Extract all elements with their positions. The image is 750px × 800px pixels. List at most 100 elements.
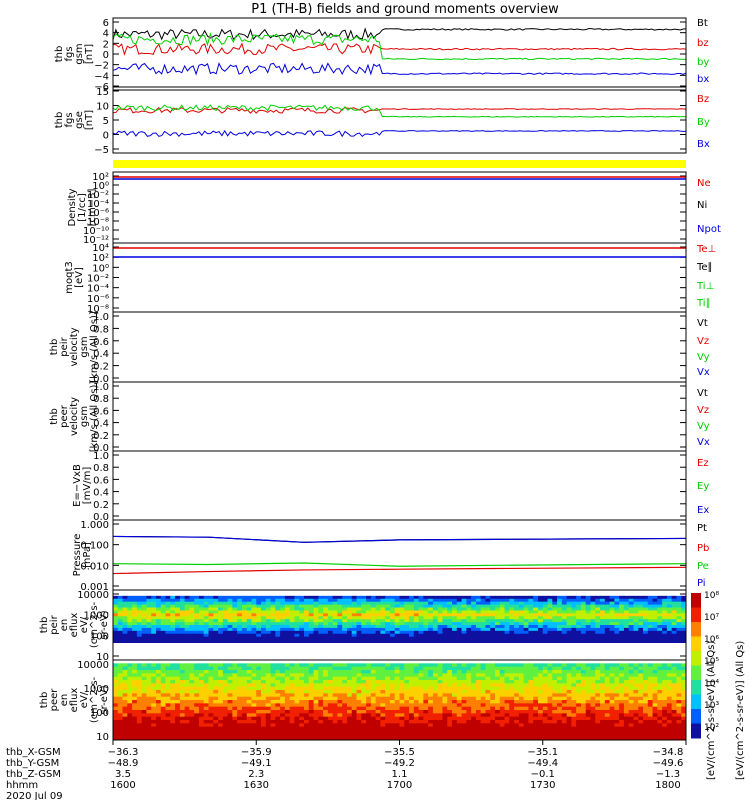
heatmap-cell	[480, 723, 486, 728]
heatmap-cell	[198, 676, 205, 681]
heatmap-cell	[165, 723, 171, 728]
heatmap-cell	[332, 619, 338, 623]
heatmap-cell	[237, 639, 243, 643]
ylabel-line: [1/cc]	[77, 193, 88, 222]
heatmap-cell	[604, 639, 611, 643]
heatmap-cell	[509, 736, 515, 741]
heatmap-cell	[389, 686, 396, 691]
heatmap-cell	[280, 619, 286, 623]
heatmap-cell	[514, 610, 520, 614]
heatmap-cell	[289, 639, 295, 643]
heatmap-cell	[533, 693, 539, 698]
heatmap-cell	[437, 636, 443, 641]
heatmap-cell	[356, 627, 362, 632]
heatmap-cell	[122, 736, 128, 741]
heatmap-cell	[471, 619, 477, 623]
heatmap-cell	[332, 607, 338, 611]
heatmap-cell	[356, 610, 362, 614]
heatmap-cell	[547, 607, 553, 611]
heatmap-cell	[490, 716, 496, 721]
heatmap-cell	[428, 633, 434, 638]
heatmap-cell	[346, 610, 353, 614]
heatmap-cell	[428, 680, 434, 684]
heatmap-cell	[585, 723, 591, 728]
heatmap-cell	[342, 639, 348, 643]
heatmap-cell	[628, 683, 634, 688]
heatmap-cell	[571, 690, 577, 694]
heatmap-cell	[218, 663, 224, 668]
heatmap-cell	[284, 713, 291, 718]
heatmap-cell	[284, 686, 291, 691]
heatmap-cell	[523, 700, 529, 704]
heatmap-cell	[141, 673, 147, 678]
heatmap-cell	[304, 633, 310, 638]
heatmap-cell	[413, 666, 420, 671]
heatmap-cell	[370, 639, 377, 643]
heatmap-cell	[671, 683, 677, 688]
legend-entry: By	[697, 117, 710, 128]
panel-ylabel: thbpeerenefluxeV/(cm^2-s-sr-eV)	[39, 676, 110, 723]
heatmap-cell	[160, 680, 167, 684]
heatmap-cell	[442, 736, 448, 741]
heatmap-cell	[237, 598, 243, 603]
heatmap-cell	[662, 686, 668, 691]
heatmap-cell	[542, 690, 549, 694]
y-tick-label: −2	[94, 61, 109, 72]
heatmap-cell	[466, 690, 472, 694]
heatmap-cell	[504, 730, 510, 734]
heatmap-cell	[170, 676, 176, 681]
heatmap-cell	[662, 730, 668, 734]
heatmap-cell	[160, 630, 167, 635]
heatmap-cell	[418, 683, 424, 688]
heatmap-cell	[614, 636, 620, 641]
heatmap-cell	[222, 706, 229, 711]
heatmap-cell	[552, 730, 558, 734]
heatmap-cell	[671, 700, 677, 704]
heatmap-cell	[179, 686, 186, 691]
heatmap-cell	[265, 604, 272, 608]
heatmap-cell	[380, 622, 386, 626]
heatmap-cell	[122, 720, 128, 724]
heatmap-cell	[523, 716, 529, 721]
heatmap-cell	[585, 693, 591, 698]
heatmap-cell	[447, 622, 453, 626]
heatmap-cell	[638, 633, 644, 638]
heatmap-cell	[409, 703, 415, 708]
heatmap-cell	[313, 690, 319, 694]
y-tick-label: 10	[96, 102, 109, 113]
heatmap-cell	[313, 730, 319, 734]
legend-entry: Ey	[697, 481, 709, 492]
heatmap-cell	[518, 639, 525, 643]
heatmap-cell	[480, 720, 486, 724]
heatmap-cell	[657, 595, 663, 600]
heatmap-cell	[280, 673, 286, 678]
heatmap-cell	[495, 673, 501, 678]
heatmap-cell	[394, 601, 400, 606]
heatmap-cell	[609, 733, 615, 738]
heatmap-cell	[332, 713, 338, 718]
heatmap-cell	[490, 619, 496, 623]
heatmap-cell	[151, 713, 157, 718]
heatmap-cell	[461, 726, 467, 731]
heatmap-cell	[600, 713, 606, 718]
heatmap-cell	[113, 730, 119, 734]
heatmap-cell	[385, 673, 391, 678]
heatmap-cell	[299, 730, 305, 734]
heatmap-cell	[213, 630, 219, 635]
heatmap-cell	[666, 680, 673, 684]
heatmap-cell	[547, 630, 553, 635]
heatmap-cell	[537, 673, 544, 678]
heatmap-cell	[681, 670, 687, 674]
heatmap-cell	[308, 625, 315, 629]
heatmap-cell	[270, 706, 276, 711]
heatmap-cell	[304, 733, 310, 738]
heatmap-cell	[561, 730, 568, 734]
heatmap-cell	[175, 676, 181, 681]
heatmap-cell	[552, 630, 558, 635]
heatmap-cell	[633, 633, 639, 638]
heatmap-cell	[208, 607, 214, 611]
heatmap-cell	[528, 716, 534, 721]
panel-ylabel: thbpeirenefluxeV/(cm^2-s-sr-eV)	[39, 601, 110, 648]
heatmap-cell	[552, 613, 558, 617]
heatmap-cell	[657, 666, 663, 671]
